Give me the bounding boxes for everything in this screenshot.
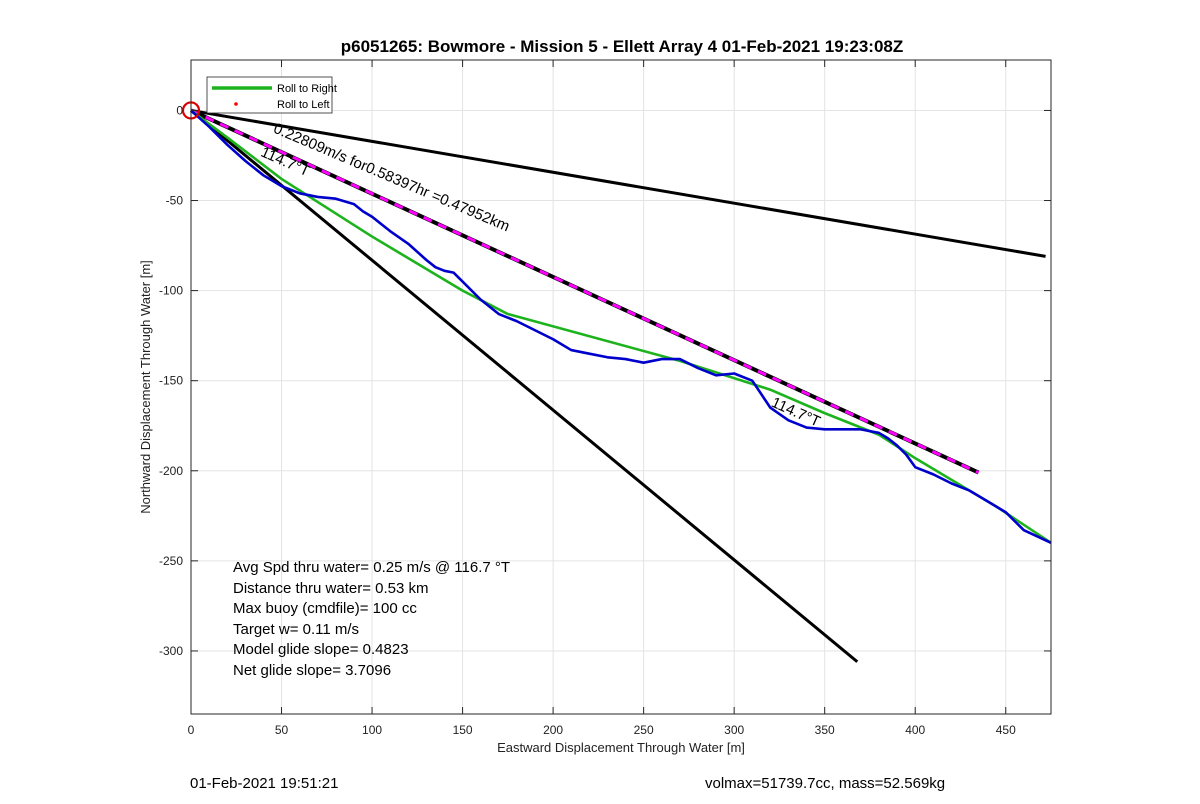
x-tick-label: 200 xyxy=(543,723,563,737)
x-tick-label: 150 xyxy=(453,723,473,737)
y-tick-label: -100 xyxy=(159,284,183,298)
series-roll-right-track xyxy=(190,109,1052,544)
x-tick-label: 400 xyxy=(905,723,925,737)
stat-model-glide-slope: Model glide slope= 0.4823 xyxy=(233,641,409,658)
legend-label-roll-left: Roll to Left xyxy=(277,99,330,111)
series-reference-line-upper xyxy=(190,108,1046,258)
x-axis-ticks: 0 50 100 150 200 250 300 350 400 450 xyxy=(188,60,1016,737)
legend-swatch-roll-left xyxy=(234,102,238,106)
x-tick-label: 350 xyxy=(815,723,835,737)
y-tick-label: -150 xyxy=(159,374,183,388)
y-tick-label: -250 xyxy=(159,554,183,568)
y-axis-ticks: 0 -50 -100 -150 -200 -250 -300 xyxy=(159,103,1051,658)
stat-net-glide-slope: Net glide slope= 3.7096 xyxy=(233,662,391,679)
stat-max-buoy: Max buoy (cmdfile)= 100 cc xyxy=(233,600,417,617)
y-tick-label: -300 xyxy=(159,644,183,658)
stat-distance: Distance thru water= 0.53 km xyxy=(233,580,429,597)
annotation-0: 0.22809m/s for0.58397hr =0.47952km xyxy=(271,120,512,235)
footer-timestamp: 01-Feb-2021 19:51:21 xyxy=(190,775,338,792)
plot-area xyxy=(190,59,1052,715)
y-tick-label: -200 xyxy=(159,464,183,478)
y-tick-label: 0 xyxy=(176,103,183,117)
series-reference-line-lower xyxy=(190,109,859,663)
stat-target-w: Target w= 0.11 m/s xyxy=(233,621,359,638)
series-mean-heading-line xyxy=(190,109,980,474)
grid xyxy=(190,60,1051,714)
x-axis-label: Eastward Displacement Through Water [m] xyxy=(497,740,745,755)
x-tick-label: 300 xyxy=(724,723,744,737)
y-axis-label: Northward Displacement Through Water [m] xyxy=(138,260,153,514)
annotations: 0.22809m/s for0.58397hr =0.47952km114.7°… xyxy=(258,120,823,430)
stats-block: Avg Spd thru water= 0.25 m/s @ 116.7 °T … xyxy=(233,559,510,679)
legend-box xyxy=(206,76,333,114)
footer-volmax-mass: volmax=51739.7cc, mass=52.569kg xyxy=(705,775,945,792)
series-glider-track xyxy=(190,109,1052,545)
legend: Roll to Right Roll to Left xyxy=(206,76,337,114)
stat-avg-speed: Avg Spd thru water= 0.25 m/s @ 116.7 °T xyxy=(233,559,510,576)
legend-label-roll-right: Roll to Right xyxy=(277,83,337,95)
chart-title: p6051265: Bowmore - Mission 5 - Ellett A… xyxy=(341,37,904,56)
x-tick-label: 450 xyxy=(996,723,1016,737)
series-layer xyxy=(181,101,1052,663)
x-tick-label: 250 xyxy=(634,723,654,737)
x-tick-label: 0 xyxy=(188,723,195,737)
x-tick-label: 100 xyxy=(362,723,382,737)
y-tick-label: -50 xyxy=(166,194,184,208)
x-tick-label: 50 xyxy=(275,723,289,737)
